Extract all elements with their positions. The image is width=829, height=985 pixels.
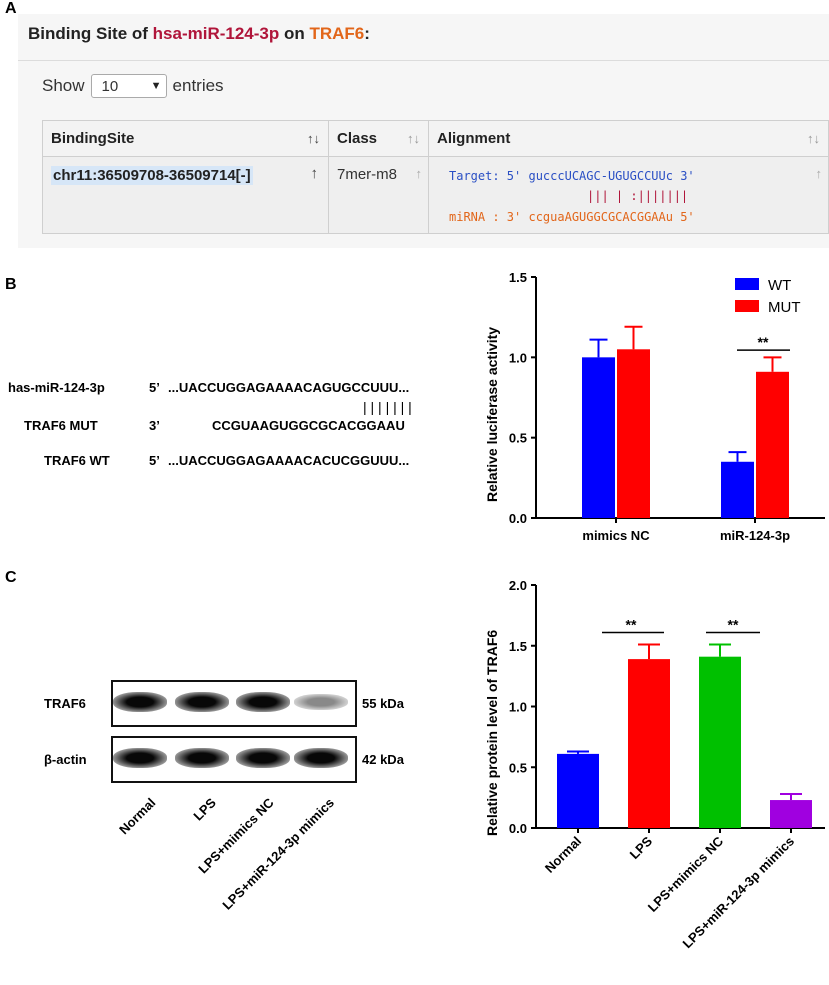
legend-label: WT (768, 277, 791, 294)
y-tick-label: 0.0 (509, 511, 527, 526)
blot-band (294, 694, 348, 710)
lane-label: LPS+miR-124-3p mimics (218, 795, 337, 913)
band-kda: 42 kDa (362, 752, 404, 767)
panel-label-b: B (5, 276, 17, 293)
table-cell-binding-site: chr11:36509708-36509714[-] ↑ (43, 157, 329, 233)
band-label: β-actin (44, 752, 87, 767)
x-tick-label: Normal (542, 834, 584, 876)
seq-end: 5’ (149, 453, 160, 468)
alignment-target-line: Target: 5' gucccUCAGC-UGUGCCUUc 3' (449, 169, 695, 183)
bar-wt (582, 357, 615, 518)
binding-site-panel: Binding Site of hsa-miR-124-3p on TRAF6:… (18, 14, 829, 248)
actin-blot (111, 736, 357, 783)
bar (557, 753, 599, 828)
y-tick-label: 0.0 (509, 821, 527, 836)
binding-site-title: Binding Site of hsa-miR-124-3p on TRAF6: (28, 24, 370, 44)
table-cell-class: 7mer-m8 ↑ (329, 157, 429, 233)
entries-label: entries (172, 76, 224, 95)
legend-swatch (735, 300, 759, 312)
lane-label: Normal (116, 795, 159, 838)
y-tick-label: 2.0 (509, 578, 527, 593)
blot-band (113, 748, 167, 768)
sort-up-icon: ↑ (310, 165, 319, 182)
title-mirna: hsa-miR-124-3p (152, 24, 280, 43)
bar (628, 659, 670, 828)
column-label: Class (337, 130, 378, 147)
blot-band (294, 748, 348, 768)
alignment-mirna-line: miRNA : 3' ccguaAGUGGCGCACGGAAu 5' (449, 210, 695, 224)
seq-value: ...UACCUGGAGAAAACAGUGCCUUU... (168, 380, 410, 395)
panel-label-a: A (5, 0, 17, 17)
bar-wt (721, 461, 754, 518)
y-tick-label: 1.0 (509, 700, 527, 715)
sort-both-icon: ↑↓ (807, 131, 820, 146)
seq-value: CCGUAAGUGGCGCACGGAAU (212, 418, 405, 433)
blot-band (236, 748, 290, 768)
y-tick-label: 1.5 (509, 639, 527, 654)
x-tick-label: miR-124-3p (720, 528, 790, 543)
sort-both-icon: ↑↓ (307, 131, 320, 146)
legend-swatch (735, 278, 759, 290)
title-suffix: : (364, 24, 370, 43)
blot-band (236, 692, 290, 712)
entries-value: 10 (101, 77, 119, 95)
legend-label: MUT (768, 299, 801, 316)
traf6-blot (111, 680, 357, 727)
band-label: TRAF6 (44, 696, 86, 711)
class-value: 7mer-m8 (337, 166, 398, 183)
column-header-class[interactable]: Class ↑↓ (329, 121, 429, 157)
blot-band (175, 692, 229, 712)
y-tick-label: 1.0 (509, 350, 527, 365)
seq-name: has-miR-124-3p (8, 380, 105, 395)
y-tick-label: 0.5 (509, 431, 527, 446)
chart-c-ylabel: Relative protein level of TRAF6 (484, 629, 500, 836)
seq-end: 3’ (149, 418, 160, 433)
blot-band (113, 692, 167, 712)
blot-band (175, 748, 229, 768)
pair-marks: | | | | | | | (363, 399, 412, 415)
seq-end: 5’ (149, 380, 160, 395)
x-tick-label: mimics NC (582, 528, 650, 543)
alignment-pair-line: ||| | :||||||| (587, 189, 689, 203)
title-mid: on (279, 24, 310, 43)
sort-both-icon: ↑↓ (407, 131, 420, 146)
y-tick-label: 1.5 (509, 270, 527, 285)
luciferase-chart: 0.0 0.5 1.0 1.5 mimics NC miR-124-3p ** WT MUT (509, 270, 825, 543)
show-label: Show (42, 76, 85, 95)
bar-mut (617, 349, 650, 518)
chevron-down-icon: ▼ (150, 80, 162, 92)
column-header-bindingsite[interactable]: BindingSite ↑↓ (43, 121, 329, 157)
binding-site-value[interactable]: chr11:36509708-36509714[-] (51, 166, 253, 185)
title-prefix: Binding Site of (28, 24, 153, 43)
significance-label: ** (626, 617, 637, 633)
sort-up-icon: ↑ (415, 166, 423, 181)
significance-label: ** (728, 617, 739, 633)
band-kda: 55 kDa (362, 696, 404, 711)
table-cell-alignment: Target: 5' gucccUCAGC-UGUGCCUUc 3' ||| |… (429, 157, 828, 233)
divider (18, 60, 829, 61)
sort-up-icon: ↑ (815, 166, 823, 181)
panel-label-c: C (5, 569, 17, 586)
seq-name: TRAF6 WT (44, 453, 110, 468)
significance-label: ** (758, 334, 769, 350)
bar (699, 656, 741, 828)
binding-site-table: BindingSite ↑↓ Class ↑↓ Alignment ↑↓ chr… (42, 120, 829, 234)
x-tick-label: LPS (627, 833, 656, 862)
column-header-alignment[interactable]: Alignment ↑↓ (429, 121, 828, 157)
lane-label: LPS (190, 795, 219, 824)
y-tick-label: 0.5 (509, 760, 527, 775)
column-label: BindingSite (51, 130, 135, 147)
bar-mut (756, 371, 789, 518)
entries-control: Show 10 ▼ entries (42, 74, 224, 98)
chart-b-ylabel: Relative luciferase activity (484, 326, 500, 502)
title-gene: TRAF6 (309, 24, 365, 43)
bar (770, 800, 812, 828)
seq-name: TRAF6 MUT (24, 418, 98, 433)
seq-value: ...UACCUGGAGAAAACACUCGGUUU... (168, 453, 410, 468)
column-label: Alignment (437, 130, 511, 147)
entries-select[interactable]: 10 ▼ (90, 74, 167, 98)
x-tick-label: LPS+mimics NC (645, 833, 727, 915)
